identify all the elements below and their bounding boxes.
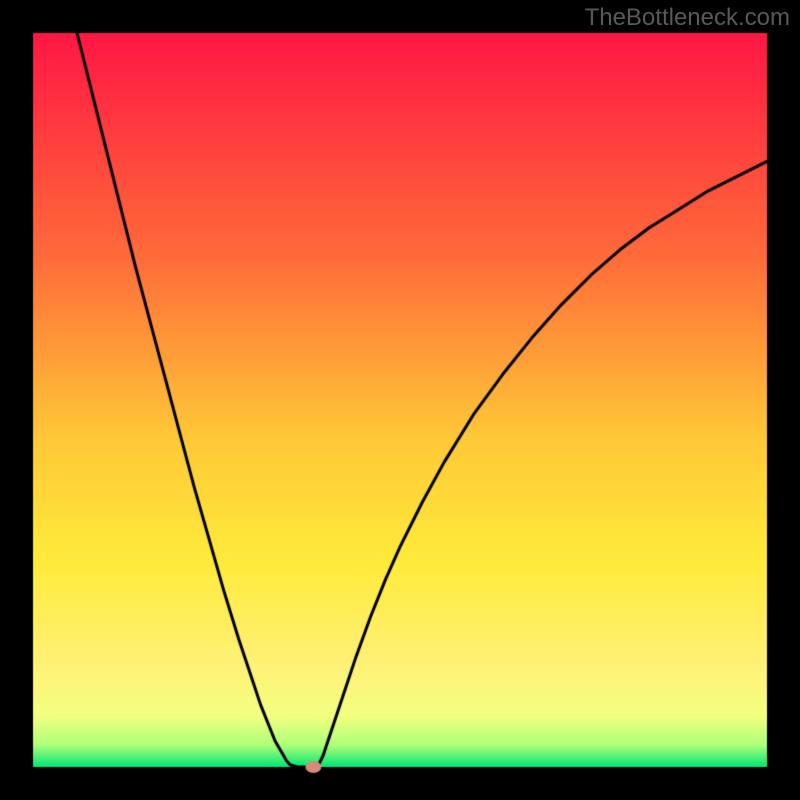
watermark-text: TheBottleneck.com — [585, 4, 790, 32]
chart-canvas — [0, 0, 800, 800]
